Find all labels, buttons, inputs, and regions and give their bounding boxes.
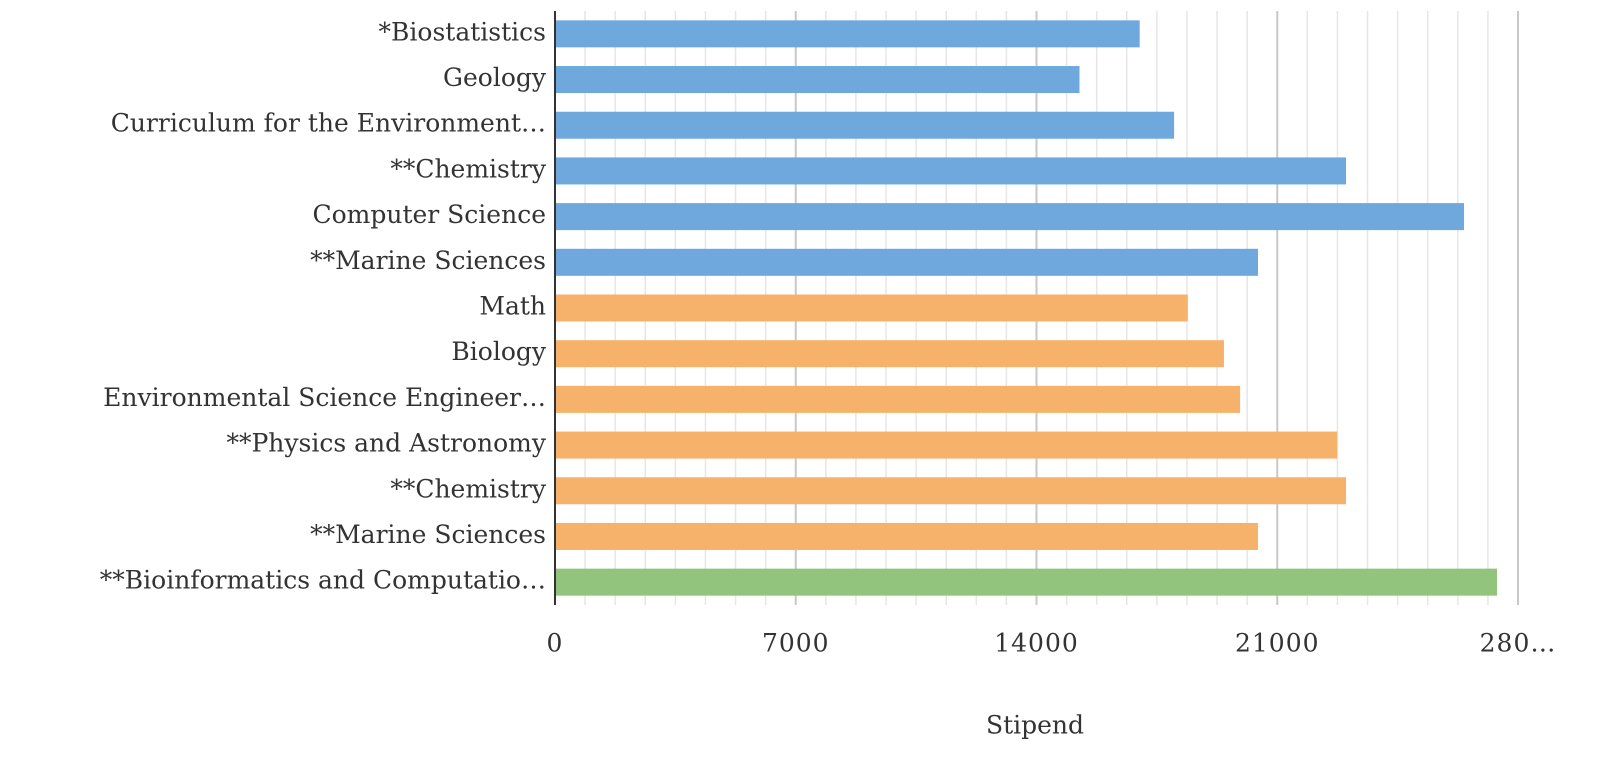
bar <box>555 248 1258 276</box>
y-tick-label: Environmental Science Engineer… <box>103 383 546 412</box>
bar <box>555 340 1224 368</box>
y-tick-label: Curriculum for the Environment… <box>111 109 546 138</box>
bar <box>555 385 1241 413</box>
y-tick-label: **Marine Sciences <box>310 520 546 549</box>
y-tick-label: **Bioinformatics and Computatio… <box>100 566 546 595</box>
y-tick-label: Geology <box>443 63 547 92</box>
bar <box>555 431 1338 459</box>
bar <box>555 66 1080 94</box>
bar <box>555 294 1188 322</box>
bar <box>555 477 1347 505</box>
y-tick-label: Biology <box>451 337 546 366</box>
x-tick-label: 21000 <box>1235 629 1320 658</box>
x-tick-label: 14000 <box>994 629 1079 658</box>
y-tick-label: *Biostatistics <box>379 17 546 46</box>
bar <box>555 568 1498 596</box>
y-tick-label: Math <box>479 292 546 321</box>
bar <box>555 111 1175 139</box>
y-tick-label: **Chemistry <box>390 474 547 503</box>
y-tick-label: Computer Science <box>312 200 546 229</box>
bar <box>555 203 1465 231</box>
bar <box>555 157 1347 185</box>
y-tick-label: **Chemistry <box>390 154 547 183</box>
x-axis-title: Stipend <box>986 711 1084 740</box>
y-tick-label: **Physics and Astronomy <box>226 429 546 458</box>
x-tick-label: 0 <box>547 629 564 658</box>
bar <box>555 522 1258 550</box>
bar <box>555 20 1140 48</box>
x-tick-label: 280… <box>1480 629 1557 658</box>
y-tick-label: **Marine Sciences <box>310 246 546 275</box>
x-tick-label: 7000 <box>762 629 830 658</box>
